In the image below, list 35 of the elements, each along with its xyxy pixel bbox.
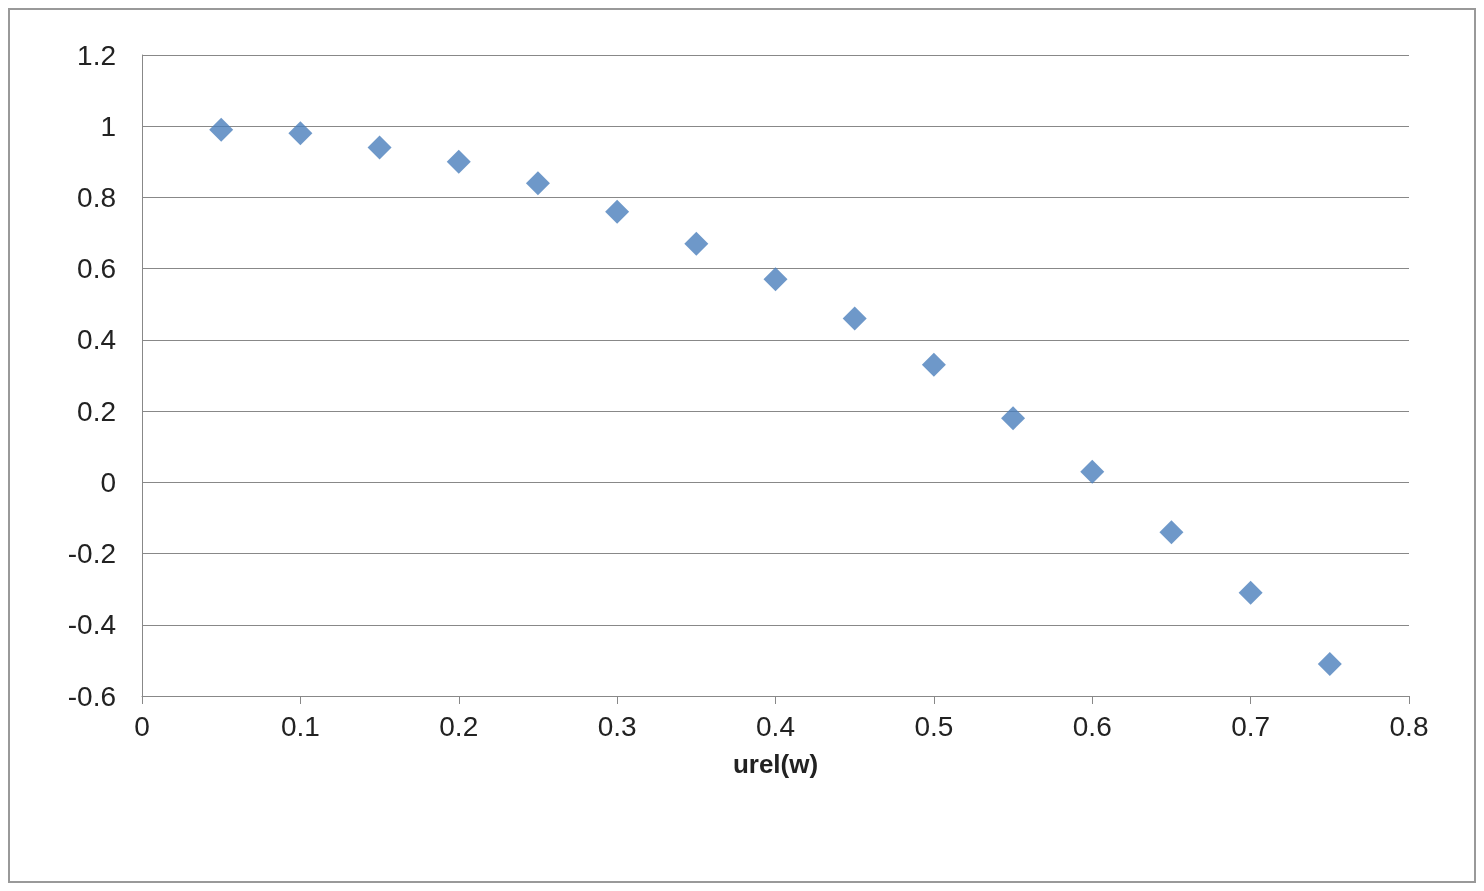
y-tick-label: 1 — [100, 110, 116, 142]
x-tick-label: 0.8 — [1389, 710, 1429, 742]
x-tick-label: 0.3 — [597, 710, 637, 742]
point — [605, 199, 630, 224]
point — [842, 306, 867, 331]
x-tick-label: 0.7 — [1231, 710, 1271, 742]
point — [209, 117, 234, 142]
point — [1001, 406, 1026, 431]
point — [1317, 651, 1342, 676]
x-tick-label: 0.6 — [1072, 710, 1112, 742]
point — [1159, 520, 1184, 545]
point — [921, 352, 946, 377]
y-tick-label: -0.6 — [67, 680, 116, 712]
x-tick-label: 0.2 — [439, 710, 479, 742]
point — [367, 135, 392, 160]
y-tick-label: -0.2 — [67, 538, 116, 570]
x-tick-label: 0.1 — [280, 710, 320, 742]
x-tick-label: 0.5 — [914, 710, 954, 742]
y-tick-label: 0 — [100, 466, 116, 498]
point — [525, 171, 550, 196]
y-tick-label: 0.2 — [77, 395, 116, 427]
y-tick-label: 0.8 — [77, 181, 116, 213]
point — [1238, 580, 1263, 605]
point — [446, 149, 471, 174]
point — [1080, 459, 1105, 484]
y-tick-label: 0.6 — [77, 253, 116, 285]
point — [288, 121, 313, 146]
y-tick-label: 0.4 — [77, 324, 116, 356]
x-tick-label: 0 — [134, 710, 150, 742]
point — [684, 231, 709, 256]
y-tick-label: -0.4 — [67, 609, 116, 641]
point — [763, 267, 788, 292]
y-tick-label: 1.2 — [77, 39, 116, 71]
x-axis-title: urel(w) — [732, 749, 819, 779]
x-tick-label: 0.4 — [756, 710, 795, 742]
